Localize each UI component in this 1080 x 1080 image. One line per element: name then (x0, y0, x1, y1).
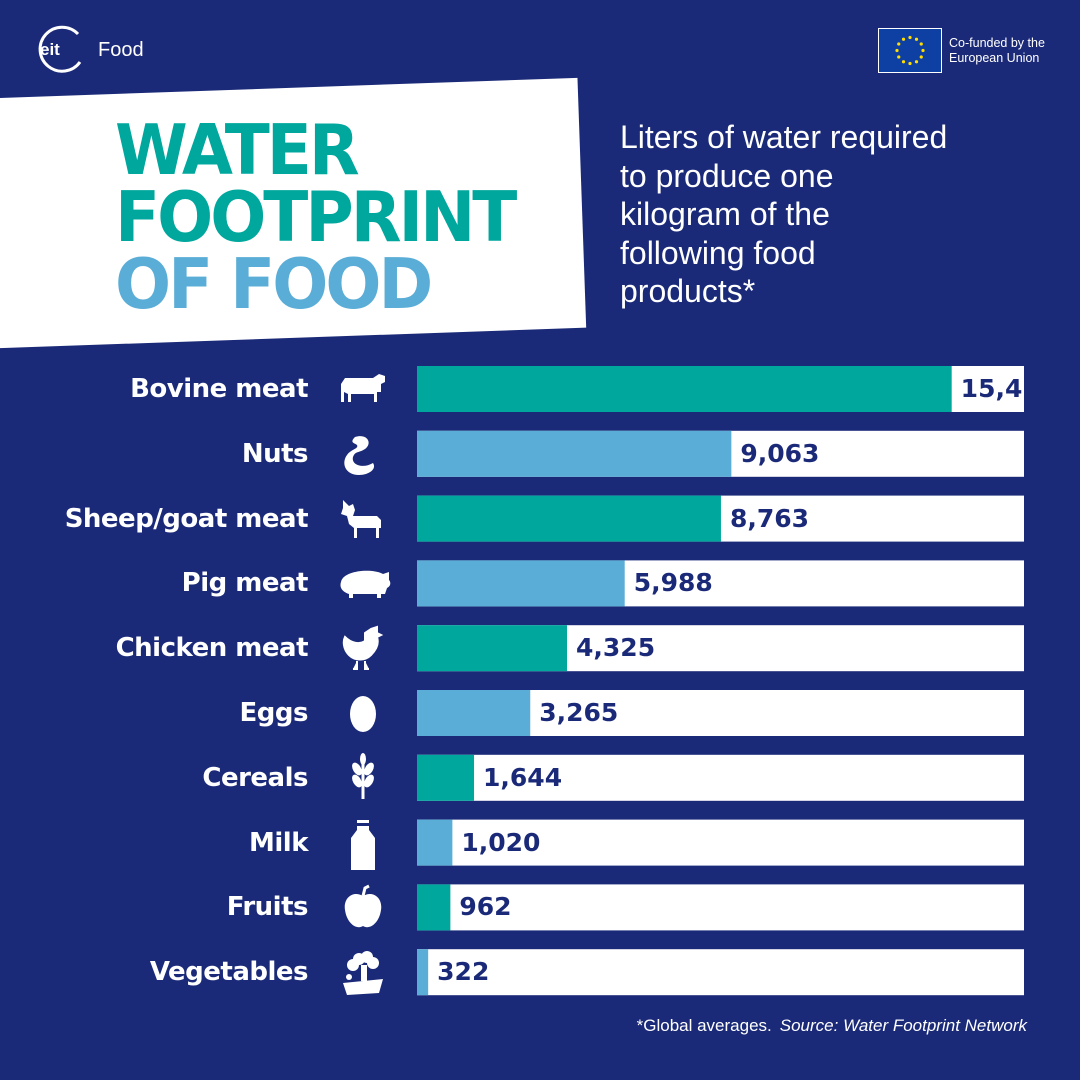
category-label: Eggs (239, 698, 309, 728)
value-label: 3,265 (539, 698, 619, 727)
category-label: Chicken meat (115, 633, 309, 664)
eu-star (908, 35, 912, 40)
value-label: 322 (437, 957, 490, 987)
title-line-1: WATER (115, 110, 360, 191)
bar (417, 690, 531, 736)
eu-star (895, 48, 899, 53)
category-label: Cereals (202, 762, 308, 793)
logo-word: Food (98, 38, 144, 61)
apple-icon (333, 882, 393, 932)
category-label: Nuts (241, 438, 309, 469)
bar-track (417, 949, 1024, 996)
footnote: *Global averages. Source: Water Footprint… (637, 1016, 1027, 1036)
footnote-note: *Global averages. (636, 1016, 772, 1035)
bar (417, 884, 451, 931)
category-label: Fruits (226, 892, 309, 923)
value-label: 9,063 (740, 438, 820, 468)
goat-icon (333, 494, 393, 544)
value-label: 5,988 (633, 568, 713, 598)
cow-icon (333, 364, 393, 414)
eu-star (914, 37, 919, 41)
eu-star (919, 55, 923, 59)
bar (417, 430, 732, 477)
eu-cofunded-badge: Co-funded by the European Union (878, 28, 1069, 73)
footnote-source: Source: Water Footprint Network (779, 1016, 1027, 1035)
category-label: Bovine meat (130, 374, 308, 404)
pig-icon (333, 558, 393, 608)
eu-star (901, 60, 906, 64)
value-label: 8,763 (729, 503, 810, 533)
wheat-icon (333, 752, 393, 803)
eu-star (901, 37, 906, 41)
eit-food-logo: eit Food (30, 24, 144, 76)
bar (417, 819, 453, 866)
chart-subtitle: Liters of water required to produce one … (620, 119, 948, 309)
eu-star (897, 42, 901, 46)
eu-star (897, 55, 901, 59)
category-label: Milk (249, 827, 309, 858)
value-label: 1,644 (483, 762, 563, 792)
value-label: 1,020 (461, 827, 541, 857)
value-label: 962 (459, 892, 512, 922)
chicken-icon (333, 623, 393, 673)
title-line-2: FOOTPRINT (115, 177, 517, 258)
bar-track (417, 819, 1024, 866)
eu-flag-icon (878, 28, 942, 73)
category-label: Pig meat (181, 568, 309, 599)
category-label: Sheep/goat meat (64, 503, 309, 534)
bar (417, 366, 952, 412)
category-label: Vegetables (149, 957, 309, 988)
value-label: 15,415 (960, 374, 1058, 403)
eit-logo-icon: eit (38, 25, 82, 73)
bar (417, 560, 625, 607)
vegetables-icon (333, 947, 393, 997)
eu-star (914, 60, 919, 64)
eu-badge-text: Co-funded by the European Union (949, 35, 1045, 65)
value-label: 4,325 (576, 633, 656, 663)
bar-track (417, 884, 1024, 931)
title-line-3: OF FOOD (115, 244, 433, 325)
eu-star (921, 48, 925, 53)
bar (417, 949, 429, 996)
bar-track (417, 754, 1024, 801)
bar (417, 625, 568, 672)
egg-icon (333, 688, 393, 738)
nut-icon (333, 429, 393, 479)
milk-bottle-icon (333, 818, 393, 870)
bar (417, 754, 475, 801)
logo-mark: eit (40, 40, 60, 59)
eu-star (908, 61, 912, 66)
eu-star (919, 42, 923, 46)
bar (417, 495, 721, 542)
